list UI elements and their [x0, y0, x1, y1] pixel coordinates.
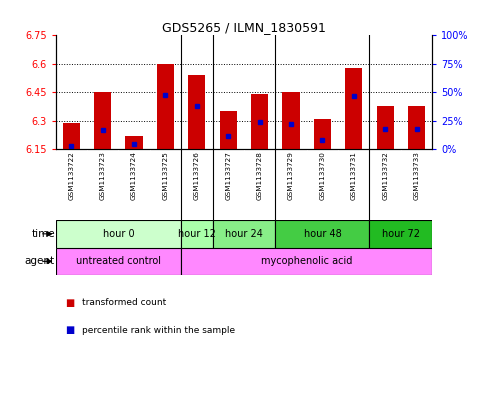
Text: hour 72: hour 72	[382, 229, 420, 239]
Text: GSM1133729: GSM1133729	[288, 151, 294, 200]
Bar	[94, 92, 111, 149]
Bar	[181, 220, 213, 248]
Text: untreated control: untreated control	[76, 256, 161, 266]
Text: mycophenolic acid: mycophenolic acid	[261, 256, 353, 266]
Bar	[345, 68, 362, 149]
Bar	[251, 94, 268, 149]
Bar	[56, 248, 181, 275]
Text: GSM1133732: GSM1133732	[382, 151, 388, 200]
Text: hour 12: hour 12	[178, 229, 216, 239]
Bar	[377, 106, 394, 149]
Text: hour 0: hour 0	[102, 229, 134, 239]
Text: agent: agent	[25, 256, 55, 266]
Text: ■: ■	[65, 298, 74, 308]
Text: GSM1133723: GSM1133723	[99, 151, 106, 200]
Bar	[63, 123, 80, 149]
Text: GSM1133725: GSM1133725	[162, 151, 169, 200]
Bar	[408, 106, 425, 149]
Bar	[369, 220, 432, 248]
Text: GSM1133731: GSM1133731	[351, 151, 357, 200]
Title: GDS5265 / ILMN_1830591: GDS5265 / ILMN_1830591	[162, 21, 326, 34]
Text: ■: ■	[65, 325, 74, 335]
Text: hour 24: hour 24	[225, 229, 263, 239]
Bar	[56, 220, 181, 248]
Bar	[283, 92, 299, 149]
Bar	[220, 111, 237, 149]
Bar	[213, 220, 275, 248]
Text: GSM1133724: GSM1133724	[131, 151, 137, 200]
Text: GSM1133730: GSM1133730	[319, 151, 326, 200]
Text: GSM1133727: GSM1133727	[225, 151, 231, 200]
Bar	[157, 64, 174, 149]
Bar	[188, 75, 205, 149]
Bar	[181, 248, 432, 275]
Text: GSM1133728: GSM1133728	[256, 151, 263, 200]
Bar	[275, 220, 369, 248]
Text: transformed count: transformed count	[82, 298, 166, 307]
Text: percentile rank within the sample: percentile rank within the sample	[82, 326, 235, 334]
Text: time: time	[31, 229, 55, 239]
Text: GSM1133722: GSM1133722	[68, 151, 74, 200]
Bar	[126, 136, 142, 149]
Text: GSM1133733: GSM1133733	[413, 151, 420, 200]
Bar	[314, 119, 331, 149]
Text: GSM1133726: GSM1133726	[194, 151, 200, 200]
Text: hour 48: hour 48	[303, 229, 341, 239]
